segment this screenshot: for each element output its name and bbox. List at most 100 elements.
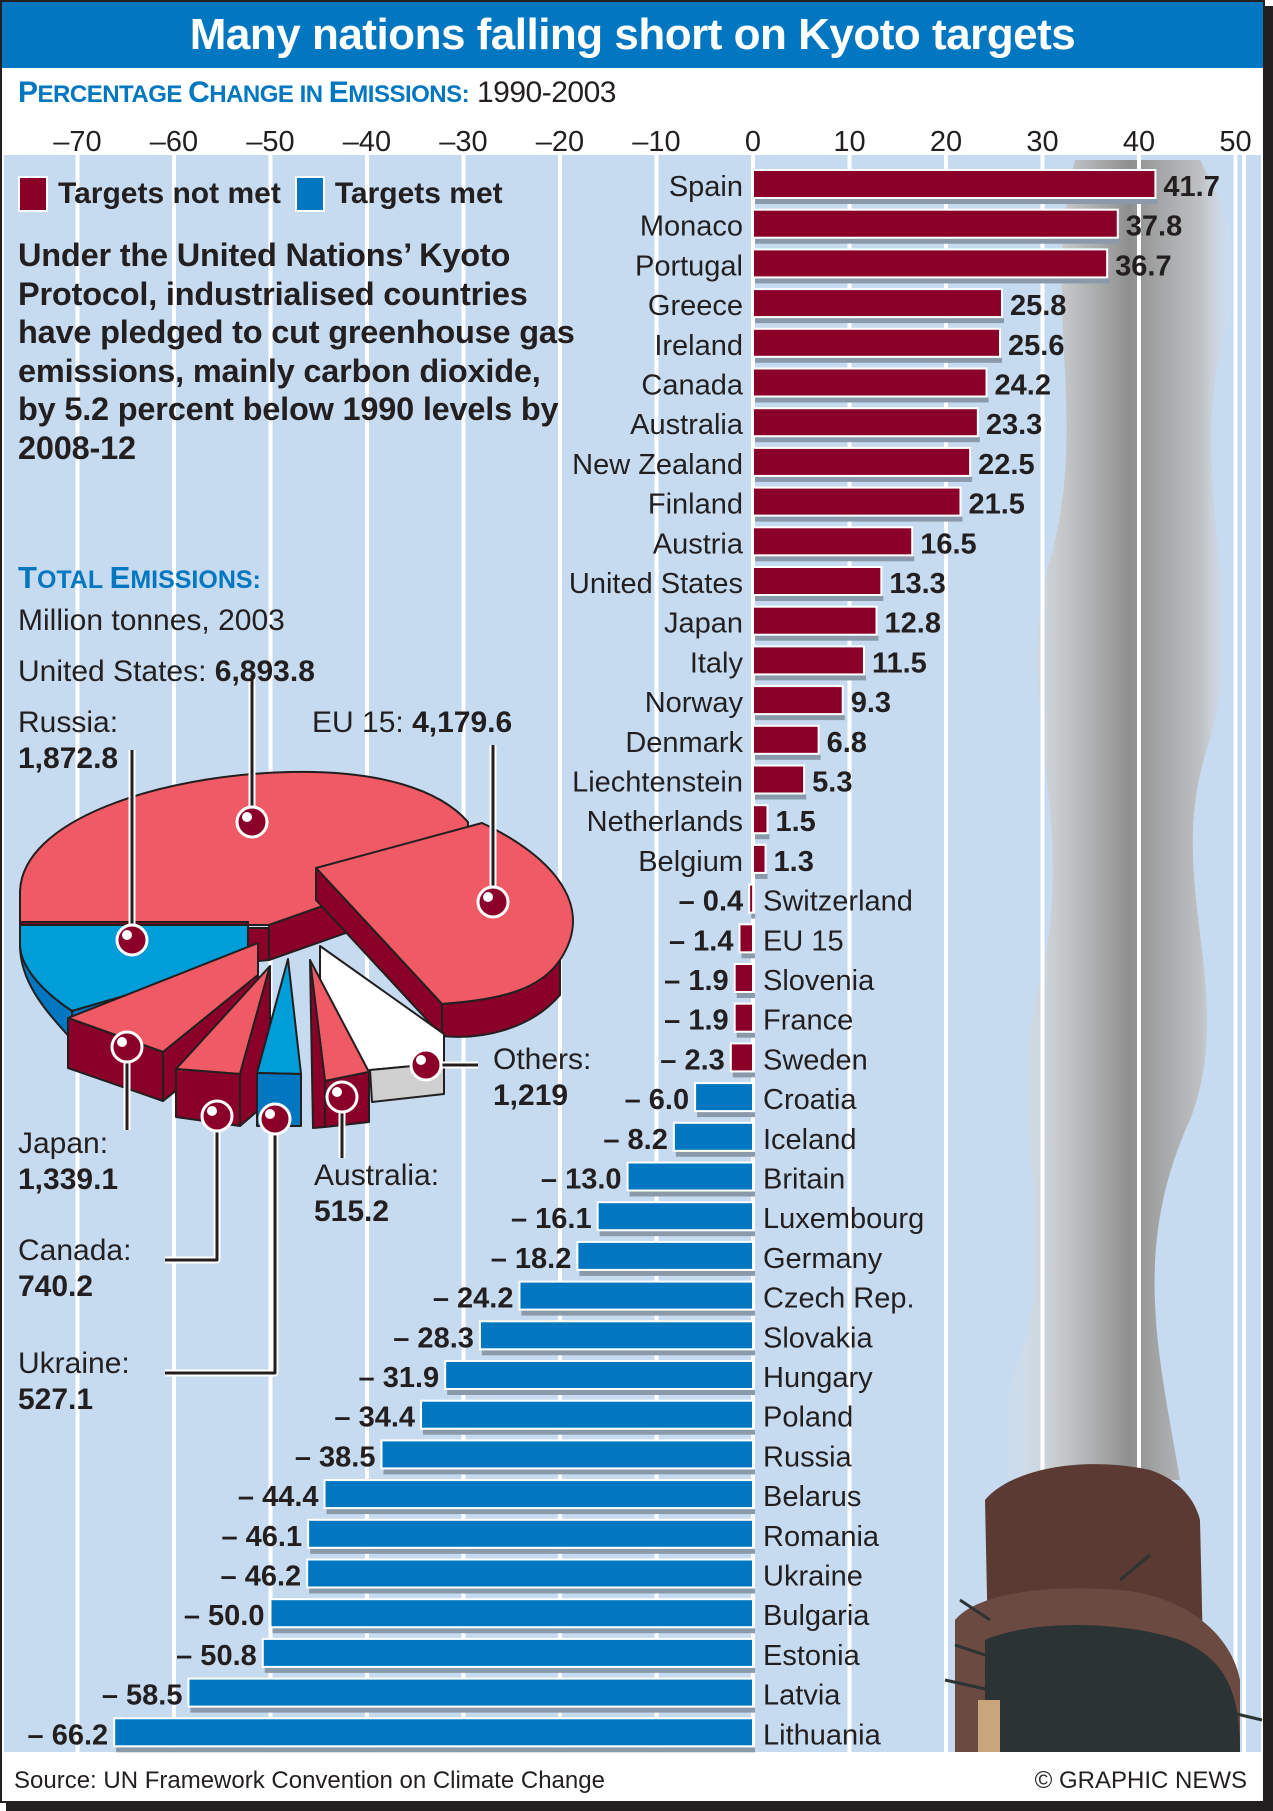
- bar-row: New Zealand 22.5: [572, 446, 1035, 482]
- value-label: 37.8: [1126, 211, 1182, 243]
- category-label: Slovakia: [763, 1322, 873, 1354]
- legend-label: Targets not met: [58, 177, 281, 210]
- value-label: – 46.1: [221, 1521, 302, 1553]
- pie-pin: [235, 805, 269, 839]
- category-label: EU 15: [763, 925, 844, 957]
- bar: [752, 685, 844, 716]
- category-label: Germany: [763, 1243, 883, 1275]
- pie-pin: [325, 1080, 359, 1114]
- bar: [752, 248, 1109, 279]
- bar: [113, 1717, 755, 1748]
- bar-shadow: [309, 1588, 755, 1594]
- bar: [738, 923, 754, 954]
- category-label: Norway: [645, 687, 744, 719]
- value-label: – 50.8: [176, 1640, 257, 1672]
- bar-row: Liechtenstein 5.3: [572, 764, 852, 800]
- bar-row: Austria 16.5: [653, 526, 977, 562]
- pie-label-canada: Canada: 740.2: [18, 1233, 131, 1305]
- bar-row: Luxembourg – 16.1: [511, 1201, 924, 1237]
- legend: Targets not met Targets met: [18, 176, 517, 212]
- x-tick-label: 10: [833, 126, 865, 158]
- bar-shadow: [264, 1667, 755, 1673]
- category-label: Czech Rep.: [763, 1283, 915, 1315]
- bar: [478, 1320, 754, 1351]
- bar-row: Slovakia – 28.3: [393, 1320, 873, 1356]
- pie-slice-eu-side: [441, 959, 561, 1038]
- category-label: Finland: [648, 489, 743, 521]
- category-label: Croatia: [763, 1084, 857, 1116]
- category-label: Slovenia: [763, 965, 875, 997]
- frame-shadow: [1265, 6, 1273, 1811]
- value-label: – 28.3: [393, 1322, 474, 1354]
- bar-shadow: [755, 238, 1120, 244]
- pie-pin: [115, 923, 149, 957]
- bar-shadow: [755, 476, 973, 482]
- bar: [752, 843, 767, 874]
- bar: [752, 288, 1003, 319]
- value-label: – 8.2: [603, 1124, 668, 1156]
- category-label: United States: [569, 568, 743, 600]
- bar-shadow: [755, 794, 807, 800]
- value-label: 25.6: [1008, 330, 1064, 362]
- bar: [420, 1399, 754, 1430]
- category-label: Lithuania: [763, 1719, 882, 1751]
- value-label: – 6.0: [625, 1084, 690, 1116]
- pie-label-others: Others: 1,219: [493, 1042, 591, 1114]
- pie-label-value: 1,219: [493, 1079, 569, 1112]
- bar: [596, 1201, 755, 1232]
- chimney-illustration: [944, 1464, 1263, 1752]
- bar-row: Iceland – 8.2: [603, 1121, 857, 1157]
- category-label: Belarus: [763, 1481, 861, 1513]
- bar: [752, 645, 865, 676]
- pie-pin-highlight: [332, 1087, 342, 1097]
- value-label: 24.2: [995, 370, 1051, 402]
- pie-label-us: United States: 6,893.8: [18, 654, 315, 690]
- bars: Spain 41.7 Monaco 37.8 Portugal 36.7 Greece 25.…: [28, 169, 1220, 1753]
- bar-shadow: [599, 1231, 755, 1237]
- bar-row: Bulgaria – 50.0: [184, 1598, 870, 1634]
- value-label: – 66.2: [28, 1719, 109, 1751]
- bar: [626, 1161, 754, 1192]
- legend-swatch-met: [294, 176, 325, 212]
- category-label: Bulgaria: [763, 1600, 870, 1632]
- value-label: 13.3: [889, 568, 945, 600]
- pie-label-name: Canada:: [18, 1234, 132, 1267]
- smoke-illustration: [1000, 160, 1236, 1480]
- value-label: 25.8: [1010, 290, 1066, 322]
- value-label: 11.5: [872, 647, 927, 679]
- pie-pin-highlight: [483, 892, 493, 902]
- pie-label-ukraine: Ukraine: 527.1: [18, 1346, 130, 1418]
- category-label: Netherlands: [587, 806, 743, 838]
- bar: [187, 1677, 755, 1708]
- legend-item-not-met: Targets not met: [18, 176, 281, 212]
- bar-row: Britain – 13.0: [541, 1161, 845, 1197]
- title-text: T: [18, 560, 37, 595]
- value-label: – 16.1: [511, 1203, 592, 1235]
- value-label: – 58.5: [102, 1680, 183, 1712]
- bar-row: Finland 21.5: [648, 486, 1025, 522]
- title-text: OTAL: [36, 566, 110, 594]
- value-label: 9.3: [851, 687, 891, 719]
- category-label: Japan: [664, 608, 743, 640]
- bar-row: United States 13.3: [569, 566, 946, 601]
- pie-label-name: Russia:: [18, 706, 119, 739]
- x-tick-label: –70: [53, 126, 101, 158]
- intro-text: Under the United Nations’ Kyoto Protocol…: [18, 237, 575, 466]
- bar-shadow: [755, 199, 1158, 204]
- x-tick-label: 30: [1026, 126, 1058, 158]
- bar: [752, 407, 979, 438]
- bar-row: Poland – 34.4: [334, 1399, 853, 1435]
- value-label: 21.5: [968, 489, 1024, 521]
- x-tick-label: –10: [632, 126, 680, 158]
- value-label: – 18.2: [491, 1243, 572, 1275]
- chimney-railing: [1119, 1553, 1151, 1582]
- bar: [306, 1558, 754, 1589]
- bar-shadow: [697, 1112, 755, 1118]
- category-label: Canada: [641, 370, 743, 402]
- pie-pin-highlight: [416, 1055, 426, 1065]
- category-label: Monaco: [640, 211, 743, 243]
- x-tick-label: –40: [343, 126, 391, 158]
- bar-shadow: [481, 1350, 755, 1356]
- leader-line-ukraine: [165, 1120, 277, 1375]
- bar-shadow: [755, 873, 768, 879]
